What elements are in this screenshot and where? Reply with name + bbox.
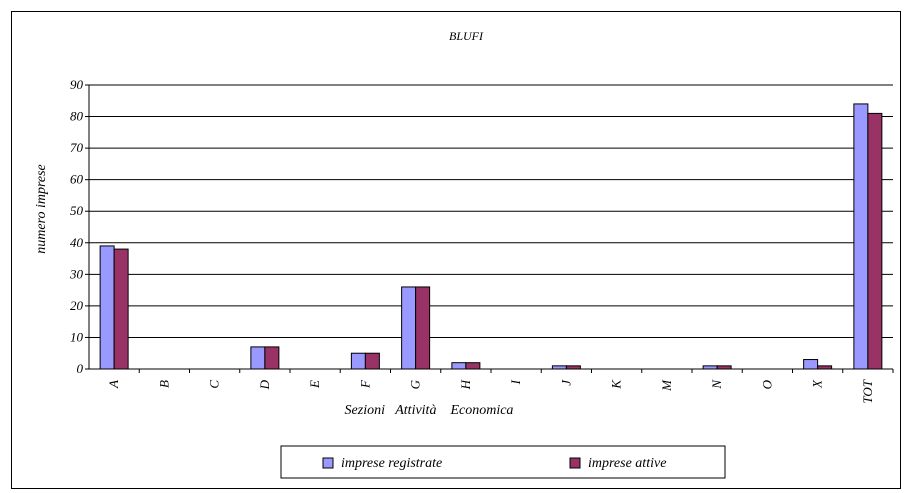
x-tick-label: G <box>408 379 423 389</box>
legend-swatch-attive <box>569 457 581 469</box>
y-tick-label: 10 <box>70 329 84 344</box>
bar-chart: BLUFI 0 10 20 30 40 50 60 70 80 90 A B C D E F G H I J K M N O X… <box>34 29 894 479</box>
y-tick-label: 90 <box>70 77 84 92</box>
bars <box>99 103 883 370</box>
y-tick-label: 30 <box>69 266 84 281</box>
bar-h-attive <box>465 362 481 370</box>
bar-d-attive <box>264 346 280 370</box>
legend: imprese registrate imprese attive <box>280 445 726 479</box>
bar-f-registrate <box>350 352 366 370</box>
bar-tot-attive <box>867 112 883 370</box>
x-tick-label: H <box>458 379 473 390</box>
chart-title: BLUFI <box>449 29 484 43</box>
bar-g-attive <box>415 286 431 370</box>
x-tick-label: X <box>810 379 825 389</box>
bar-a-registrate <box>99 245 115 370</box>
x-tick-label: M <box>659 379 674 392</box>
axes: 0 10 20 30 40 50 60 70 80 90 A B C D E F G H I J K M N O X TOT <box>69 77 894 404</box>
x-tick-label: B <box>156 380 171 388</box>
y-axis-label: numero imprese <box>34 164 49 254</box>
bar-f-attive <box>364 352 380 370</box>
bar-tot-registrate <box>853 103 869 370</box>
legend-label-attive: imprese attive <box>588 456 666 471</box>
y-tick-label: 50 <box>70 203 84 218</box>
x-tick-label: K <box>609 379 624 390</box>
x-tick-label: D <box>257 379 272 390</box>
bar-x-registrate <box>803 359 819 370</box>
legend-label-registrate: imprese registrate <box>341 456 442 471</box>
y-tick-label: 70 <box>70 140 84 155</box>
x-tick-label: O <box>759 379 774 389</box>
bar-h-registrate <box>451 362 467 370</box>
chart-frame: BLUFI 0 10 20 30 40 50 60 70 80 90 A B C D E F G H I J K M N O X… <box>11 11 901 489</box>
legend-box <box>280 445 726 479</box>
x-tick-label: N <box>709 379 724 390</box>
y-tick-label: 20 <box>70 298 84 313</box>
y-tick-label: 80 <box>70 109 84 124</box>
x-tick-label: E <box>307 380 322 389</box>
x-tick-label: A <box>106 380 121 389</box>
y-tick-label: 0 <box>77 361 84 376</box>
bar-d-registrate <box>250 346 266 370</box>
x-tick-label: I <box>508 379 523 385</box>
y-tick-label: 60 <box>70 172 84 187</box>
legend-swatch-registrate <box>322 457 334 469</box>
x-tick-label: J <box>558 379 573 386</box>
y-tick-label: 40 <box>70 235 84 250</box>
x-tick-label: C <box>207 380 222 389</box>
x-axis-label: Sezioni Attività Economica <box>345 403 514 418</box>
bar-g-registrate <box>401 286 417 370</box>
bar-a-attive <box>113 248 129 370</box>
x-tick-label: TOT <box>860 379 875 403</box>
x-tick-label: F <box>357 379 372 389</box>
gridlines <box>89 84 893 338</box>
